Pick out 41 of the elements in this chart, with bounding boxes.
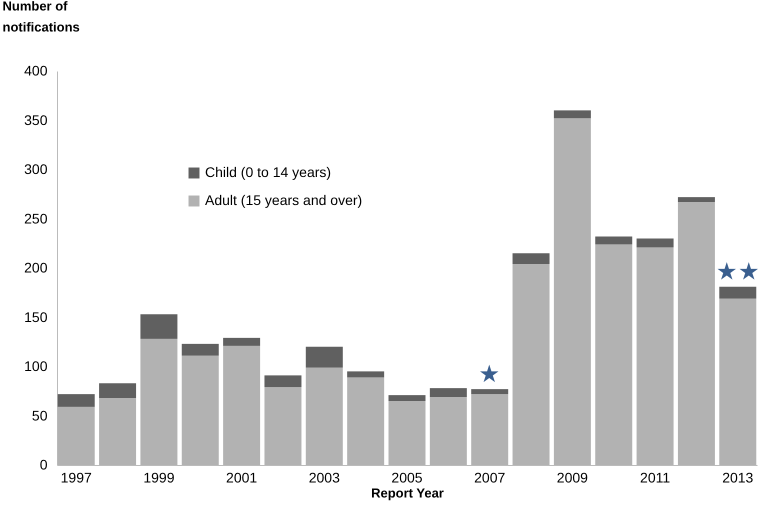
- legend-label: Child (0 to 14 years): [205, 164, 332, 180]
- x-tick-label: 2001: [226, 470, 258, 486]
- y-tick-label: 0: [40, 456, 48, 472]
- y-axis-title: Number of notifications: [2, 0, 80, 34]
- annotation: ★★: [716, 258, 760, 286]
- bar: [99, 383, 136, 398]
- x-tick-label: 2013: [722, 470, 754, 486]
- bar: [306, 346, 343, 368]
- x-tick-label: 2011: [640, 470, 670, 486]
- bar: [678, 197, 715, 202]
- x-tick-label: 2007: [474, 470, 506, 486]
- y-tick-label: 200: [24, 260, 48, 276]
- bar: [182, 344, 219, 356]
- x-tick-label: 1999: [143, 470, 175, 486]
- y-tick-label: 350: [24, 112, 48, 128]
- x-tick-label: 2003: [308, 470, 340, 486]
- bar: [223, 338, 260, 346]
- y-tick-label: 100: [24, 358, 48, 374]
- bar: [471, 389, 508, 394]
- bar: [58, 394, 95, 407]
- bar: [140, 314, 178, 339]
- bar: [719, 286, 756, 299]
- y-tick-label: 400: [24, 62, 48, 78]
- x-axis-title: Report Year: [371, 486, 444, 500]
- legend-label: Adult (15 years and over): [205, 192, 362, 208]
- bar: [347, 371, 384, 378]
- bar: [595, 236, 632, 244]
- bar: [430, 388, 467, 398]
- y-tick-label: 150: [24, 308, 48, 325]
- bar: [636, 238, 674, 248]
- bar: [264, 375, 302, 388]
- bar: [388, 395, 426, 401]
- y-tick-label: 250: [24, 210, 48, 226]
- y-tick-label: 50: [32, 407, 48, 424]
- x-tick-label: 1997: [60, 470, 92, 486]
- annotation: ★: [478, 361, 501, 388]
- x-tick-label: 2009: [556, 470, 588, 486]
- bar: [512, 253, 550, 264]
- x-tick-label: 2005: [391, 470, 423, 486]
- y-tick-label: 300: [24, 161, 48, 177]
- bar: [554, 110, 591, 118]
